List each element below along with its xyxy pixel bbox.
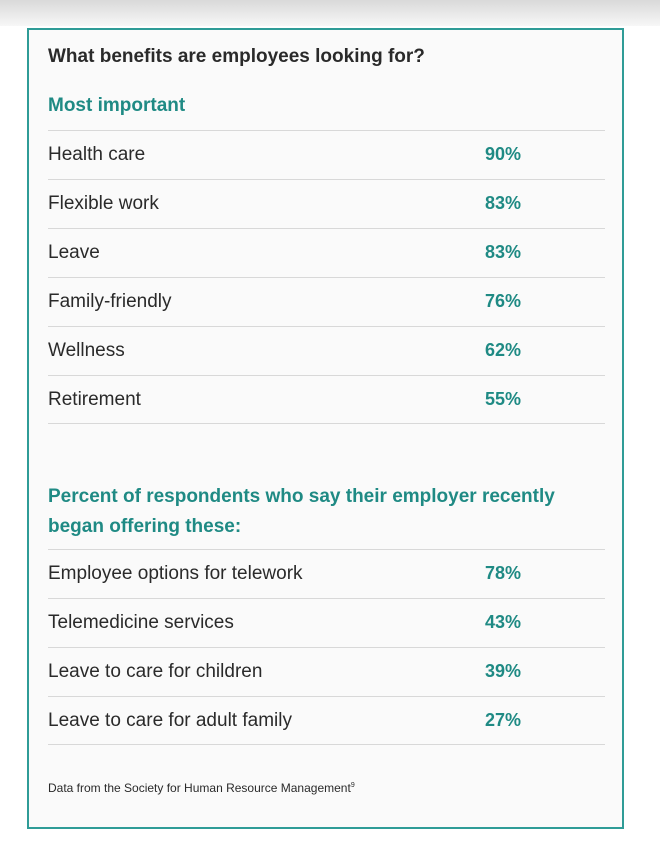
table-row: Leave to care for children 39% [48,647,605,696]
benefit-label: Health care [48,144,146,165]
source-footnote: Data from the Society for Human Resource… [48,781,355,795]
table-row: Wellness 62% [48,326,605,375]
most-important-table: Health care 90% Flexible work 83% Leave … [48,130,605,424]
offering-percent: 78% [484,563,521,583]
offering-percent: 27% [484,710,521,730]
offering-label: Leave to care for adult family [48,710,292,731]
benefit-percent: 62% [484,340,521,360]
offering-percent: 39% [484,661,521,681]
benefit-percent: 55% [484,389,521,409]
benefit-percent: 83% [484,242,521,262]
section-heading-most-important: Most important [48,95,186,116]
benefit-label: Wellness [48,340,125,361]
offering-label: Employee options for telework [48,563,303,584]
offering-label: Leave to care for children [48,661,263,682]
top-shadow [0,0,660,26]
offering-percent: 43% [484,612,521,632]
benefit-percent: 83% [484,193,521,213]
footnote-text: Data from the Society for Human Resource… [48,781,351,795]
benefit-label: Leave [48,242,100,263]
table-row: Family-friendly 76% [48,277,605,326]
table-row: Telemedicine services 43% [48,598,605,647]
benefit-percent: 76% [484,291,521,311]
benefits-card: What benefits are employees looking for?… [27,28,624,829]
table-row: Employee options for telework 78% [48,549,605,598]
card-title: What benefits are employees looking for? [48,46,425,67]
benefit-label: Flexible work [48,193,159,214]
table-row: Leave 83% [48,228,605,277]
offering-label: Telemedicine services [48,612,234,633]
recently-offered-table: Employee options for telework 78% Teleme… [48,549,605,745]
benefit-label: Family-friendly [48,291,172,312]
table-row: Flexible work 83% [48,179,605,228]
table-row: Retirement 55% [48,375,605,424]
table-row: Health care 90% [48,130,605,179]
benefit-label: Retirement [48,389,141,410]
footnote-reference: 9 [350,782,355,789]
benefit-percent: 90% [484,144,521,164]
table-row: Leave to care for adult family 27% [48,696,605,745]
section-heading-recently-offered: Percent of respondents who say their emp… [48,486,555,537]
